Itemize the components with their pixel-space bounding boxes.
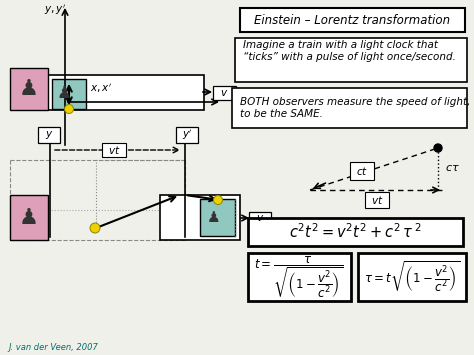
Text: ♟: ♟	[19, 79, 39, 99]
Bar	[10, 195, 240, 240]
Bar	[213, 86, 236, 100]
Bar	[248, 253, 351, 301]
Text: ♟: ♟	[207, 211, 221, 225]
Bar	[176, 127, 198, 143]
Bar	[10, 195, 48, 240]
Text: $ct$: $ct$	[356, 165, 368, 177]
Bar	[249, 212, 271, 225]
Bar	[102, 143, 126, 157]
Text: $y, y'$: $y, y'$	[44, 3, 66, 17]
Text: $\tau = t\sqrt{\left(1-\dfrac{v^2}{c^2}\right)}$: $\tau = t\sqrt{\left(1-\dfrac{v^2}{c^2}\…	[364, 260, 460, 295]
Bar	[232, 88, 467, 128]
Text: BOTH observers measure the speed of light, c,
to be the SAME.: BOTH observers measure the speed of ligh…	[240, 97, 474, 119]
Bar	[358, 253, 466, 301]
Bar	[240, 8, 465, 32]
Text: $v$: $v$	[256, 213, 264, 223]
Bar	[235, 38, 467, 82]
Text: $vt$: $vt$	[371, 194, 383, 206]
Bar	[248, 218, 463, 246]
Text: $x, x'$: $x, x'$	[90, 81, 112, 95]
Text: ♟: ♟	[56, 84, 72, 102]
Circle shape	[64, 104, 73, 114]
Bar	[365, 192, 389, 208]
Text: $v$: $v$	[220, 88, 228, 98]
Text: $y'$: $y'$	[182, 128, 192, 142]
Bar	[350, 162, 374, 180]
Bar	[200, 199, 235, 236]
Circle shape	[213, 196, 222, 204]
Text: $vt$: $vt$	[108, 144, 120, 156]
Circle shape	[90, 223, 100, 233]
Bar	[160, 195, 240, 240]
Text: $c\tau$: $c\tau$	[445, 163, 459, 173]
Bar	[46, 75, 204, 110]
Bar	[52, 79, 86, 109]
Bar	[10, 68, 48, 110]
Text: Imagine a train with a light clock that
“ticks” with a pulse of light once/secon: Imagine a train with a light clock that …	[243, 40, 456, 62]
Bar	[38, 127, 60, 143]
Text: $y$: $y$	[45, 129, 53, 141]
Text: $t = \dfrac{\tau}{\sqrt{\left(1-\dfrac{v^2}{c^2}\right)}}$: $t = \dfrac{\tau}{\sqrt{\left(1-\dfrac{v…	[255, 254, 344, 300]
Text: $c^2t^2 = v^2t^2 + c^2\,\tau^{\,2}$: $c^2t^2 = v^2t^2 + c^2\,\tau^{\,2}$	[289, 223, 421, 241]
Text: Einstein – Lorentz transformation: Einstein – Lorentz transformation	[254, 13, 450, 27]
Circle shape	[434, 144, 442, 152]
Text: J. van der Veen, 2007: J. van der Veen, 2007	[8, 344, 98, 353]
Text: ♟: ♟	[19, 208, 39, 228]
